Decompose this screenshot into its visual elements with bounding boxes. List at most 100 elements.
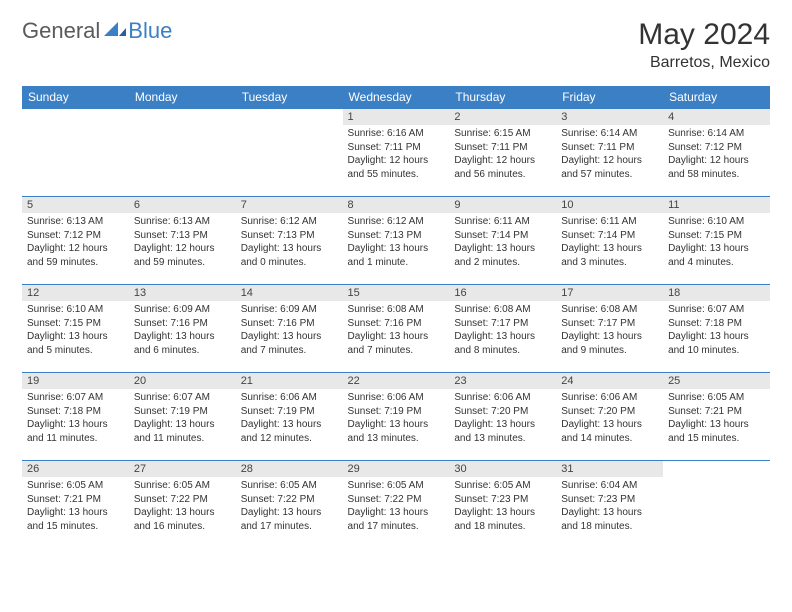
sunrise-line: Sunrise: 6:07 AM xyxy=(668,303,765,317)
day-body: Sunrise: 6:07 AMSunset: 7:19 PMDaylight:… xyxy=(129,389,236,449)
sunset-line: Sunset: 7:17 PM xyxy=(454,317,551,331)
day-number: 4 xyxy=(663,109,770,125)
calendar-cell: 10Sunrise: 6:11 AMSunset: 7:14 PMDayligh… xyxy=(556,197,663,285)
calendar-cell: 7Sunrise: 6:12 AMSunset: 7:13 PMDaylight… xyxy=(236,197,343,285)
sunrise-line: Sunrise: 6:08 AM xyxy=(561,303,658,317)
sunset-line: Sunset: 7:15 PM xyxy=(27,317,124,331)
day-number: 6 xyxy=(129,197,236,213)
day-body: Sunrise: 6:05 AMSunset: 7:22 PMDaylight:… xyxy=(343,477,450,537)
daylight-line: Daylight: 13 hours and 7 minutes. xyxy=(241,330,338,357)
day-number: 27 xyxy=(129,461,236,477)
sunrise-line: Sunrise: 6:13 AM xyxy=(27,215,124,229)
weekday-header: Friday xyxy=(556,86,663,109)
calendar-cell: 12Sunrise: 6:10 AMSunset: 7:15 PMDayligh… xyxy=(22,285,129,373)
day-body: Sunrise: 6:13 AMSunset: 7:13 PMDaylight:… xyxy=(129,213,236,273)
daylight-line: Daylight: 13 hours and 13 minutes. xyxy=(348,418,445,445)
calendar-cell: 21Sunrise: 6:06 AMSunset: 7:19 PMDayligh… xyxy=(236,373,343,461)
sunrise-line: Sunrise: 6:14 AM xyxy=(668,127,765,141)
daylight-line: Daylight: 12 hours and 59 minutes. xyxy=(134,242,231,269)
day-number: 2 xyxy=(449,109,556,125)
sunrise-line: Sunrise: 6:06 AM xyxy=(348,391,445,405)
day-body: Sunrise: 6:13 AMSunset: 7:12 PMDaylight:… xyxy=(22,213,129,273)
sunset-line: Sunset: 7:19 PM xyxy=(134,405,231,419)
sunset-line: Sunset: 7:14 PM xyxy=(454,229,551,243)
sunset-line: Sunset: 7:21 PM xyxy=(668,405,765,419)
sunset-line: Sunset: 7:22 PM xyxy=(134,493,231,507)
sunset-line: Sunset: 7:16 PM xyxy=(134,317,231,331)
daylight-line: Daylight: 13 hours and 18 minutes. xyxy=(561,506,658,533)
day-number: 16 xyxy=(449,285,556,301)
calendar-cell: 30Sunrise: 6:05 AMSunset: 7:23 PMDayligh… xyxy=(449,461,556,549)
sunrise-line: Sunrise: 6:11 AM xyxy=(454,215,551,229)
day-number: 24 xyxy=(556,373,663,389)
sunrise-line: Sunrise: 6:10 AM xyxy=(668,215,765,229)
day-number: 8 xyxy=(343,197,450,213)
day-number: 10 xyxy=(556,197,663,213)
daylight-line: Daylight: 13 hours and 5 minutes. xyxy=(27,330,124,357)
calendar-cell: 8Sunrise: 6:12 AMSunset: 7:13 PMDaylight… xyxy=(343,197,450,285)
sunrise-line: Sunrise: 6:05 AM xyxy=(348,479,445,493)
calendar-row: 26Sunrise: 6:05 AMSunset: 7:21 PMDayligh… xyxy=(22,461,770,549)
daylight-line: Daylight: 13 hours and 13 minutes. xyxy=(454,418,551,445)
sunrise-line: Sunrise: 6:05 AM xyxy=(241,479,338,493)
calendar-cell: 2Sunrise: 6:15 AMSunset: 7:11 PMDaylight… xyxy=(449,109,556,197)
calendar-table: SundayMondayTuesdayWednesdayThursdayFrid… xyxy=(22,86,770,549)
day-number: 17 xyxy=(556,285,663,301)
sunrise-line: Sunrise: 6:05 AM xyxy=(134,479,231,493)
sunset-line: Sunset: 7:21 PM xyxy=(27,493,124,507)
weekday-header: Wednesday xyxy=(343,86,450,109)
sunset-line: Sunset: 7:12 PM xyxy=(668,141,765,155)
day-number: 11 xyxy=(663,197,770,213)
sunset-line: Sunset: 7:11 PM xyxy=(348,141,445,155)
daylight-line: Daylight: 13 hours and 0 minutes. xyxy=(241,242,338,269)
sunrise-line: Sunrise: 6:05 AM xyxy=(454,479,551,493)
weekday-header: Tuesday xyxy=(236,86,343,109)
day-body: Sunrise: 6:11 AMSunset: 7:14 PMDaylight:… xyxy=(449,213,556,273)
sunrise-line: Sunrise: 6:07 AM xyxy=(27,391,124,405)
day-number: 15 xyxy=(343,285,450,301)
day-number: 22 xyxy=(343,373,450,389)
calendar-cell xyxy=(663,461,770,549)
sunrise-line: Sunrise: 6:07 AM xyxy=(134,391,231,405)
daylight-line: Daylight: 13 hours and 12 minutes. xyxy=(241,418,338,445)
calendar-cell: 20Sunrise: 6:07 AMSunset: 7:19 PMDayligh… xyxy=(129,373,236,461)
day-body: Sunrise: 6:07 AMSunset: 7:18 PMDaylight:… xyxy=(22,389,129,449)
calendar-cell: 31Sunrise: 6:04 AMSunset: 7:23 PMDayligh… xyxy=(556,461,663,549)
sunrise-line: Sunrise: 6:06 AM xyxy=(561,391,658,405)
day-number: 19 xyxy=(22,373,129,389)
sunset-line: Sunset: 7:13 PM xyxy=(241,229,338,243)
weekday-header-row: SundayMondayTuesdayWednesdayThursdayFrid… xyxy=(22,86,770,109)
logo-text-general: General xyxy=(22,18,100,44)
daylight-line: Daylight: 13 hours and 8 minutes. xyxy=(454,330,551,357)
day-body: Sunrise: 6:06 AMSunset: 7:20 PMDaylight:… xyxy=(449,389,556,449)
day-body: Sunrise: 6:10 AMSunset: 7:15 PMDaylight:… xyxy=(22,301,129,361)
calendar-cell: 27Sunrise: 6:05 AMSunset: 7:22 PMDayligh… xyxy=(129,461,236,549)
day-body: Sunrise: 6:08 AMSunset: 7:17 PMDaylight:… xyxy=(449,301,556,361)
daylight-line: Daylight: 12 hours and 57 minutes. xyxy=(561,154,658,181)
sunrise-line: Sunrise: 6:14 AM xyxy=(561,127,658,141)
daylight-line: Daylight: 13 hours and 18 minutes. xyxy=(454,506,551,533)
title-block: May 2024 Barretos, Mexico xyxy=(638,18,770,72)
weekday-header: Saturday xyxy=(663,86,770,109)
day-body: Sunrise: 6:10 AMSunset: 7:15 PMDaylight:… xyxy=(663,213,770,273)
calendar-cell: 9Sunrise: 6:11 AMSunset: 7:14 PMDaylight… xyxy=(449,197,556,285)
sunset-line: Sunset: 7:16 PM xyxy=(348,317,445,331)
calendar-cell: 16Sunrise: 6:08 AMSunset: 7:17 PMDayligh… xyxy=(449,285,556,373)
day-body: Sunrise: 6:12 AMSunset: 7:13 PMDaylight:… xyxy=(343,213,450,273)
sunrise-line: Sunrise: 6:06 AM xyxy=(454,391,551,405)
day-body: Sunrise: 6:16 AMSunset: 7:11 PMDaylight:… xyxy=(343,125,450,185)
sunrise-line: Sunrise: 6:12 AM xyxy=(348,215,445,229)
day-number: 1 xyxy=(343,109,450,125)
day-body: Sunrise: 6:12 AMSunset: 7:13 PMDaylight:… xyxy=(236,213,343,273)
calendar-cell: 11Sunrise: 6:10 AMSunset: 7:15 PMDayligh… xyxy=(663,197,770,285)
sunset-line: Sunset: 7:20 PM xyxy=(454,405,551,419)
daylight-line: Daylight: 13 hours and 11 minutes. xyxy=(27,418,124,445)
day-body: Sunrise: 6:08 AMSunset: 7:16 PMDaylight:… xyxy=(343,301,450,361)
daylight-line: Daylight: 13 hours and 6 minutes. xyxy=(134,330,231,357)
sunrise-line: Sunrise: 6:10 AM xyxy=(27,303,124,317)
weekday-header: Thursday xyxy=(449,86,556,109)
calendar-cell: 28Sunrise: 6:05 AMSunset: 7:22 PMDayligh… xyxy=(236,461,343,549)
calendar-cell: 25Sunrise: 6:05 AMSunset: 7:21 PMDayligh… xyxy=(663,373,770,461)
weekday-header: Sunday xyxy=(22,86,129,109)
calendar-row: 19Sunrise: 6:07 AMSunset: 7:18 PMDayligh… xyxy=(22,373,770,461)
